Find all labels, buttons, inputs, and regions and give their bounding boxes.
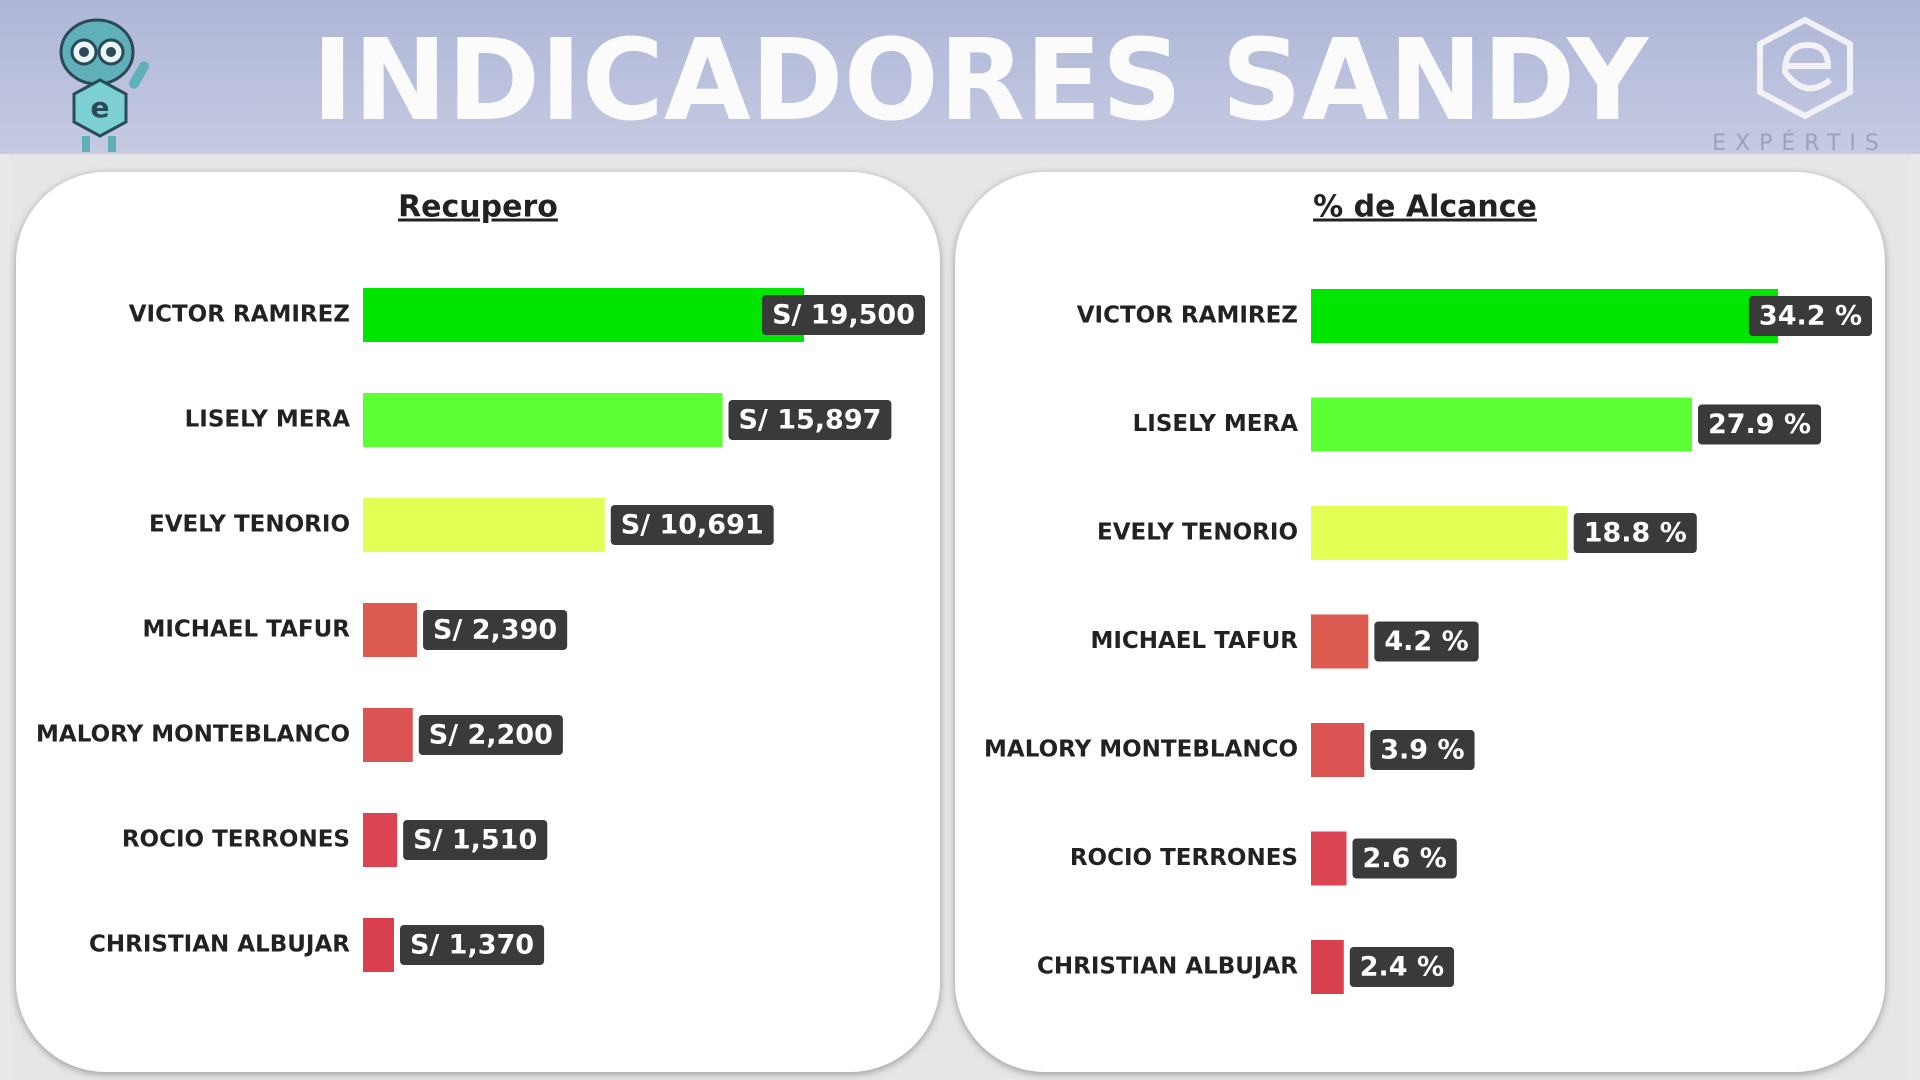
header-band — [0, 0, 1920, 154]
category-label: CHRISTIAN ALBUJAR — [89, 932, 350, 958]
value-label-box — [418, 715, 563, 755]
value-label-box — [1573, 513, 1697, 553]
value-label-box — [1697, 404, 1822, 445]
value-label: 34.2 % — [1759, 301, 1862, 332]
bar — [1311, 940, 1344, 994]
chart-title: Recupero — [398, 190, 558, 225]
bar — [363, 288, 804, 342]
value-label-box — [1370, 730, 1475, 770]
value-label-box — [403, 820, 548, 860]
value-label: 27.9 % — [1708, 409, 1811, 440]
bar — [363, 498, 605, 552]
value-label-box — [1374, 621, 1479, 662]
svg-text:e: e — [91, 91, 110, 124]
bar — [1311, 397, 1692, 452]
value-label-box — [762, 295, 925, 335]
category-label: MALORY MONTEBLANCO — [36, 722, 350, 748]
category-label: LISELY MERA — [185, 407, 351, 433]
value-label: 18.8 % — [1584, 518, 1687, 549]
category-label: EVELY TENORIO — [149, 512, 350, 538]
bar — [363, 603, 418, 657]
value-label: 3.9 % — [1380, 735, 1464, 766]
value-label: S/ 15,897 — [739, 405, 882, 436]
value-label: S/ 2,200 — [429, 720, 553, 751]
value-label-box — [399, 925, 545, 965]
category-label: CHRISTIAN ALBUJAR — [1037, 954, 1298, 980]
value-label-box — [423, 610, 568, 650]
category-label: LISELY MERA — [1133, 411, 1299, 437]
category-label: ROCIO TERRONES — [122, 827, 350, 853]
category-label: MALORY MONTEBLANCO — [984, 737, 1298, 763]
bar — [1311, 723, 1365, 777]
category-label: VICTOR RAMIREZ — [1077, 303, 1298, 329]
bar — [363, 708, 413, 762]
value-label: 4.2 % — [1384, 626, 1468, 657]
robot-icon: e — [59, 18, 149, 152]
bar — [1311, 614, 1369, 669]
value-label: 2.6 % — [1363, 843, 1447, 874]
bar — [363, 393, 723, 447]
bar — [363, 813, 398, 867]
value-label: S/ 10,691 — [621, 510, 764, 541]
value-label: S/ 1,370 — [410, 930, 534, 961]
category-label: MICHAEL TAFUR — [142, 617, 350, 643]
bar — [1311, 831, 1347, 886]
category-label: VICTOR RAMIREZ — [129, 302, 350, 328]
chart-title: % de Alcance — [1313, 190, 1537, 225]
value-label: 2.4 % — [1360, 952, 1444, 983]
value-label-box — [1352, 838, 1457, 879]
value-label-box — [610, 505, 774, 545]
bar — [1311, 506, 1568, 560]
bar — [1311, 289, 1778, 343]
value-label: S/ 19,500 — [772, 300, 915, 331]
page-title: INDICADORES SANDY — [312, 16, 1650, 146]
category-label: ROCIO TERRONES — [1070, 845, 1298, 871]
logo-icon — [1757, 16, 1853, 120]
category-label: EVELY TENORIO — [1097, 520, 1298, 546]
value-label: S/ 1,510 — [413, 825, 537, 856]
logo-text: EXPÉRTIS — [1712, 130, 1888, 156]
value-label-box — [1349, 947, 1455, 987]
value-label-box — [1748, 296, 1872, 336]
bar — [363, 918, 394, 972]
category-label: MICHAEL TAFUR — [1090, 628, 1298, 654]
value-label-box — [728, 400, 892, 440]
value-label: S/ 2,390 — [433, 615, 557, 646]
